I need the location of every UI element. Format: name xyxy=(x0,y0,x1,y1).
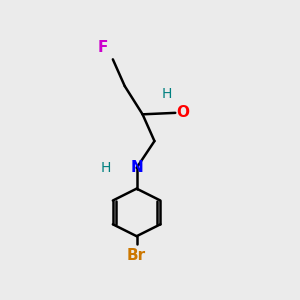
Text: H: H xyxy=(101,161,111,176)
Text: H: H xyxy=(162,87,172,101)
Text: O: O xyxy=(176,105,189,120)
Text: Br: Br xyxy=(127,248,146,263)
Text: F: F xyxy=(97,40,108,55)
Text: N: N xyxy=(130,160,143,175)
